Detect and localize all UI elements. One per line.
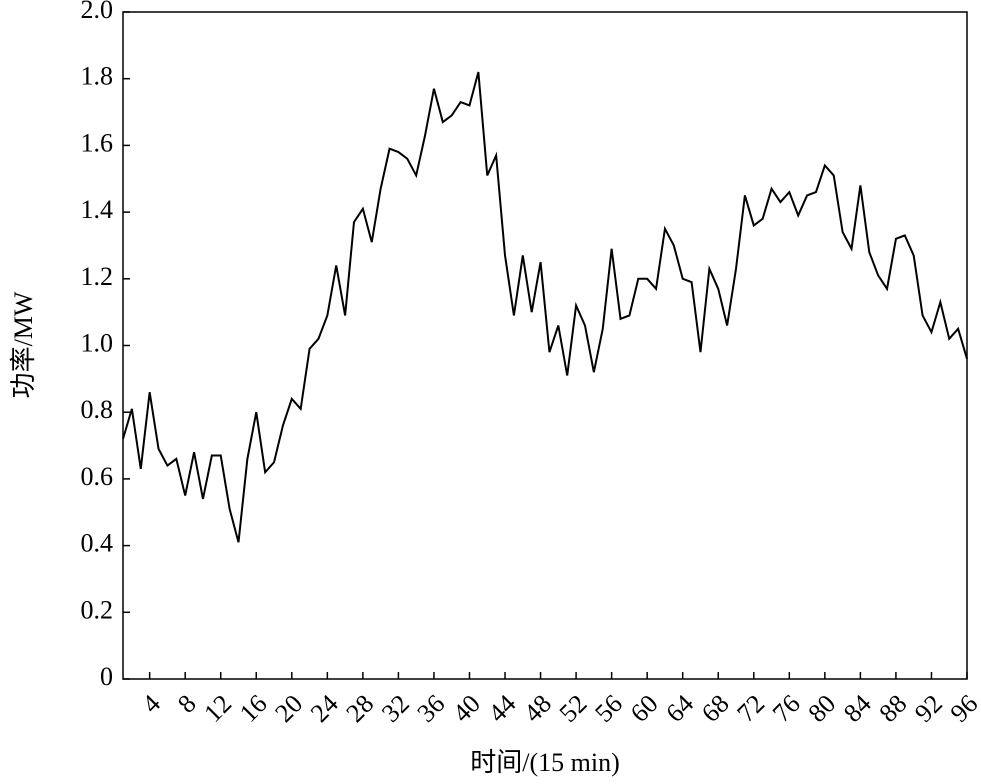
x-tick-label: 36 (412, 689, 451, 728)
x-tick-label: 64 (660, 689, 699, 728)
x-tick-label: 32 (376, 689, 415, 728)
x-tick-label: 52 (554, 689, 593, 728)
y-tick-label: 1.8 (81, 62, 114, 91)
y-tick-label: 0 (100, 662, 113, 691)
x-tick-label: 24 (305, 689, 344, 728)
x-tick-label: 96 (945, 689, 981, 728)
x-tick-label: 88 (873, 689, 912, 728)
y-axis-label: 功率/MW (9, 291, 38, 398)
x-tick-label: 76 (767, 689, 806, 728)
x-tick-label: 84 (838, 689, 877, 728)
x-tick-label: 68 (696, 689, 735, 728)
y-tick-label: 1.0 (81, 328, 114, 357)
y-tick-label: 0.8 (81, 395, 114, 424)
x-tick-label: 44 (483, 689, 522, 728)
y-tick-label: 0.2 (81, 595, 114, 624)
x-axis-label: 时间/(15 min) (470, 748, 620, 777)
data-line (122, 71, 968, 543)
y-tick-label: 0.4 (81, 529, 114, 558)
x-tick-label: 92 (909, 689, 948, 728)
x-tick-label: 40 (447, 689, 486, 728)
x-tick-label: 20 (269, 689, 308, 728)
y-tick-label: 0.6 (81, 462, 114, 491)
x-tick-label: 72 (731, 689, 770, 728)
x-tick-label: 8 (172, 689, 202, 719)
x-tick-label: 56 (589, 689, 628, 728)
x-tick-label: 60 (625, 689, 664, 728)
x-tick-label: 12 (198, 689, 237, 728)
plot-frame (122, 11, 968, 680)
x-tick-label: 80 (802, 689, 841, 728)
x-tick-label: 28 (340, 689, 379, 728)
x-tick-label: 4 (136, 689, 166, 719)
x-tick-label: 16 (234, 689, 273, 728)
y-tick-label: 1.2 (81, 262, 114, 291)
y-tick-label: 1.4 (81, 195, 114, 224)
y-tick-label: 2.0 (81, 0, 114, 24)
y-tick-label: 1.6 (81, 128, 114, 157)
x-tick-label: 48 (518, 689, 557, 728)
